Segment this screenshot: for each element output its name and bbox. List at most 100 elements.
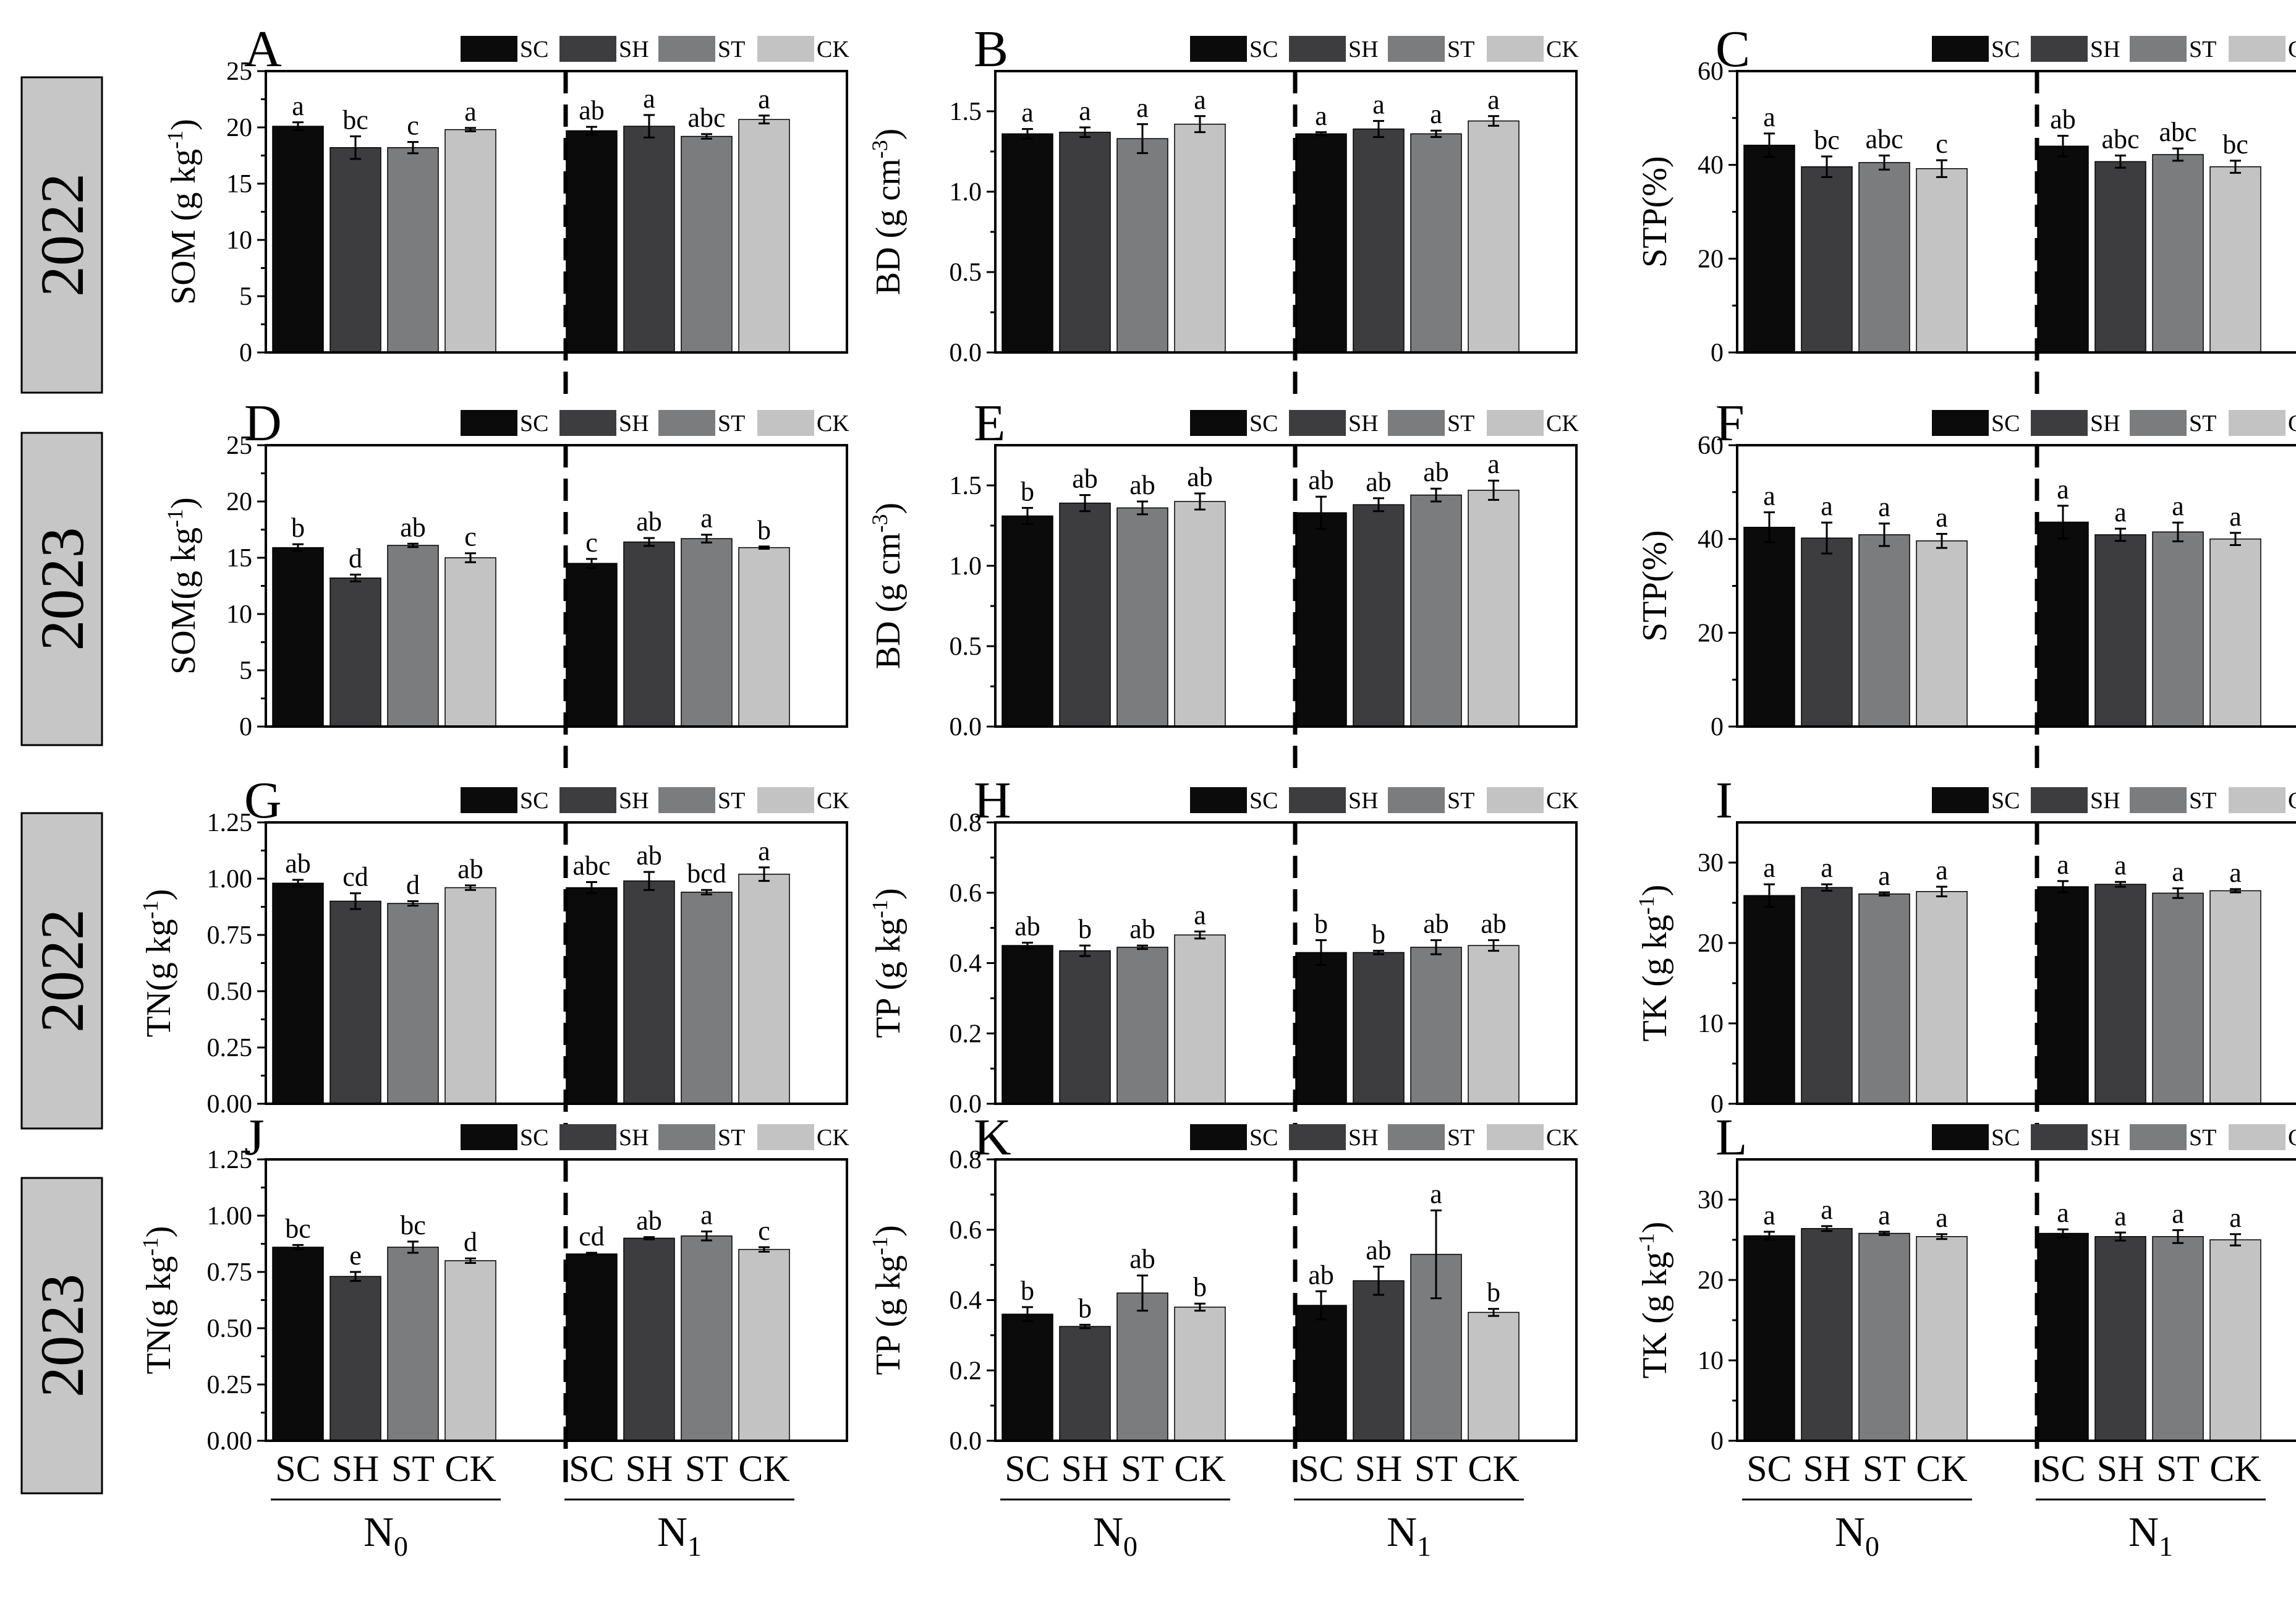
plot-frame [994, 444, 1578, 728]
legend-label-SH: SH [2090, 36, 2120, 62]
legend-swatch-SH [1289, 787, 1346, 813]
legend-label-SC: SC [1249, 1125, 1278, 1151]
y-tick-label: 0.2 [950, 1020, 982, 1048]
bar-N1-SC [566, 887, 618, 1104]
bar-N0-SC [1743, 895, 1795, 1104]
sig-letter-N0-CK: d [464, 1227, 477, 1257]
y-axis-label-superscript: -1 [1634, 896, 1659, 915]
y-axis-label: TK (g kg-1) [1634, 885, 1674, 1042]
sig-letter-N0-SC: bc [285, 1213, 311, 1244]
legend-swatch-SH [1289, 1124, 1346, 1150]
sig-letter-N1-ST: abc [687, 103, 725, 133]
bar-N0-SH [330, 1276, 381, 1441]
bar-N0-CK [1174, 1307, 1226, 1441]
sig-letter-N0-CK: a [1194, 900, 1206, 930]
legend-label-SH: SH [1348, 1125, 1379, 1151]
legend-label-CK: CK [2288, 1125, 2296, 1151]
bar-N1-CK [1468, 1312, 1520, 1441]
sig-letter-N1-SH: ab [1366, 467, 1392, 497]
sig-letter-N0-SC: b [291, 513, 305, 543]
sig-letter-N0-CK: a [464, 96, 477, 127]
legend-swatch-CK [757, 787, 814, 813]
y-axis-label-part: ) [140, 889, 178, 901]
sig-letter-N0-ST: a [1878, 1200, 1890, 1231]
y-axis-label-part: TP (g kg [869, 1255, 908, 1375]
sig-letter-N1-SC: cd [579, 1221, 605, 1252]
sig-letter-N0-SH: a [1821, 491, 1833, 521]
y-axis-label-superscript: -1 [867, 1237, 892, 1255]
y-tick-label: 20 [1698, 929, 1724, 958]
sig-letter-N0-ST: c [407, 111, 419, 141]
sig-letter-N1-CK: a [2229, 501, 2242, 532]
y-axis-label-part: TK (g kg [1636, 1252, 1674, 1378]
legend-label-ST: ST [1447, 1125, 1474, 1151]
group-label-sub: 1 [2159, 1530, 2173, 1562]
plot-frame [994, 70, 1578, 354]
sig-letter-N1-SH: b [1372, 919, 1385, 950]
legend-label-ST: ST [718, 36, 745, 62]
sig-letter-N1-CK: c [758, 1216, 770, 1246]
year-label-2023: 2023 [20, 432, 103, 746]
bar-N0-SC [1743, 145, 1795, 353]
group-label-sub: 1 [1417, 1530, 1431, 1562]
bar-N0-ST [1858, 1232, 1910, 1441]
bar-N0-CK [1174, 501, 1226, 727]
sig-letter-N0-SH: a [1821, 853, 1833, 883]
y-tick-label: 1.5 [950, 98, 982, 126]
bar-N1-ST [2152, 892, 2204, 1104]
sig-letter-N0-ST: a [1878, 492, 1890, 523]
x-tick-label-N0-SH: SH [1803, 1448, 1851, 1489]
bar-N1-SC [2037, 521, 2089, 727]
y-axis-label: BD (g cm-3) [867, 503, 908, 670]
legend-label-ST: ST [718, 1125, 745, 1151]
sig-letter-N1-SC: b [1314, 909, 1328, 939]
x-tick-label-N0-SC: SC [1005, 1448, 1050, 1489]
legend-swatch-SH [559, 36, 616, 62]
y-tick-label: 0 [1711, 1427, 1724, 1456]
sig-letter-N0-SC: a [1021, 98, 1034, 128]
legend-label-ST: ST [718, 411, 745, 437]
y-tick-label: 0 [239, 713, 252, 741]
legend-swatch-ST [2130, 1124, 2187, 1150]
bar-N1-ST [1410, 133, 1462, 353]
legend-label-SC: SC [520, 411, 548, 437]
y-tick-label: 15 [226, 544, 252, 573]
legend-swatch-SH [2031, 787, 2088, 813]
bar-N1-ST [681, 135, 733, 353]
legend-label-SH: SH [619, 411, 649, 437]
y-tick-label: 30 [1698, 1186, 1724, 1214]
x-tick-label-N1-SH: SH [2097, 1448, 2145, 1489]
sig-letter-N1-ST: a [2172, 1198, 2184, 1229]
y-tick-label: 60 [1698, 432, 1724, 460]
sig-letter-N0-SH: ab [1072, 464, 1098, 494]
x-tick-label-N0-CK: CK [1916, 1448, 1967, 1489]
group-label-base: N [657, 1508, 687, 1555]
bar-N0-ST [1858, 162, 1910, 353]
sig-letter-N0-ST: ab [1129, 914, 1155, 944]
legend-swatch-ST [2130, 787, 2187, 813]
legend-swatch-ST [2130, 410, 2187, 436]
x-tick-label-N0-ST: ST [391, 1448, 435, 1489]
legend-label-ST: ST [2189, 1125, 2216, 1151]
x-tick-label-N1-CK: CK [1468, 1448, 1519, 1489]
legend-label-ST: ST [718, 788, 745, 814]
bar-N0-SH [1801, 1228, 1853, 1441]
legend-swatch-SC [1932, 410, 1989, 436]
y-tick-label: 0.2 [950, 1357, 982, 1385]
y-tick-label: 1.0 [950, 178, 982, 207]
sig-letter-N0-SH: a [1821, 1195, 1833, 1225]
bar-N0-CK [444, 887, 496, 1104]
legend-label-CK: CK [1546, 1125, 1579, 1151]
legend-label-CK: CK [817, 1125, 849, 1151]
legend-swatch-ST [1388, 787, 1445, 813]
sig-letter-N0-ST: bc [400, 1210, 426, 1240]
bar-N1-SH [1353, 952, 1405, 1104]
sig-letter-N0-SC: a [1763, 480, 1775, 511]
year-text: 2023 [28, 1274, 96, 1397]
sig-letter-N1-SH: abc [2101, 124, 2139, 155]
x-tick-label-N0-ST: ST [1121, 1448, 1164, 1489]
x-tick-label-N0-SC: SC [275, 1448, 320, 1489]
y-tick-label: 0.00 [207, 1427, 253, 1456]
year-label-2022: 2022 [20, 812, 103, 1130]
y-axis-label-superscript: -3 [867, 140, 892, 158]
